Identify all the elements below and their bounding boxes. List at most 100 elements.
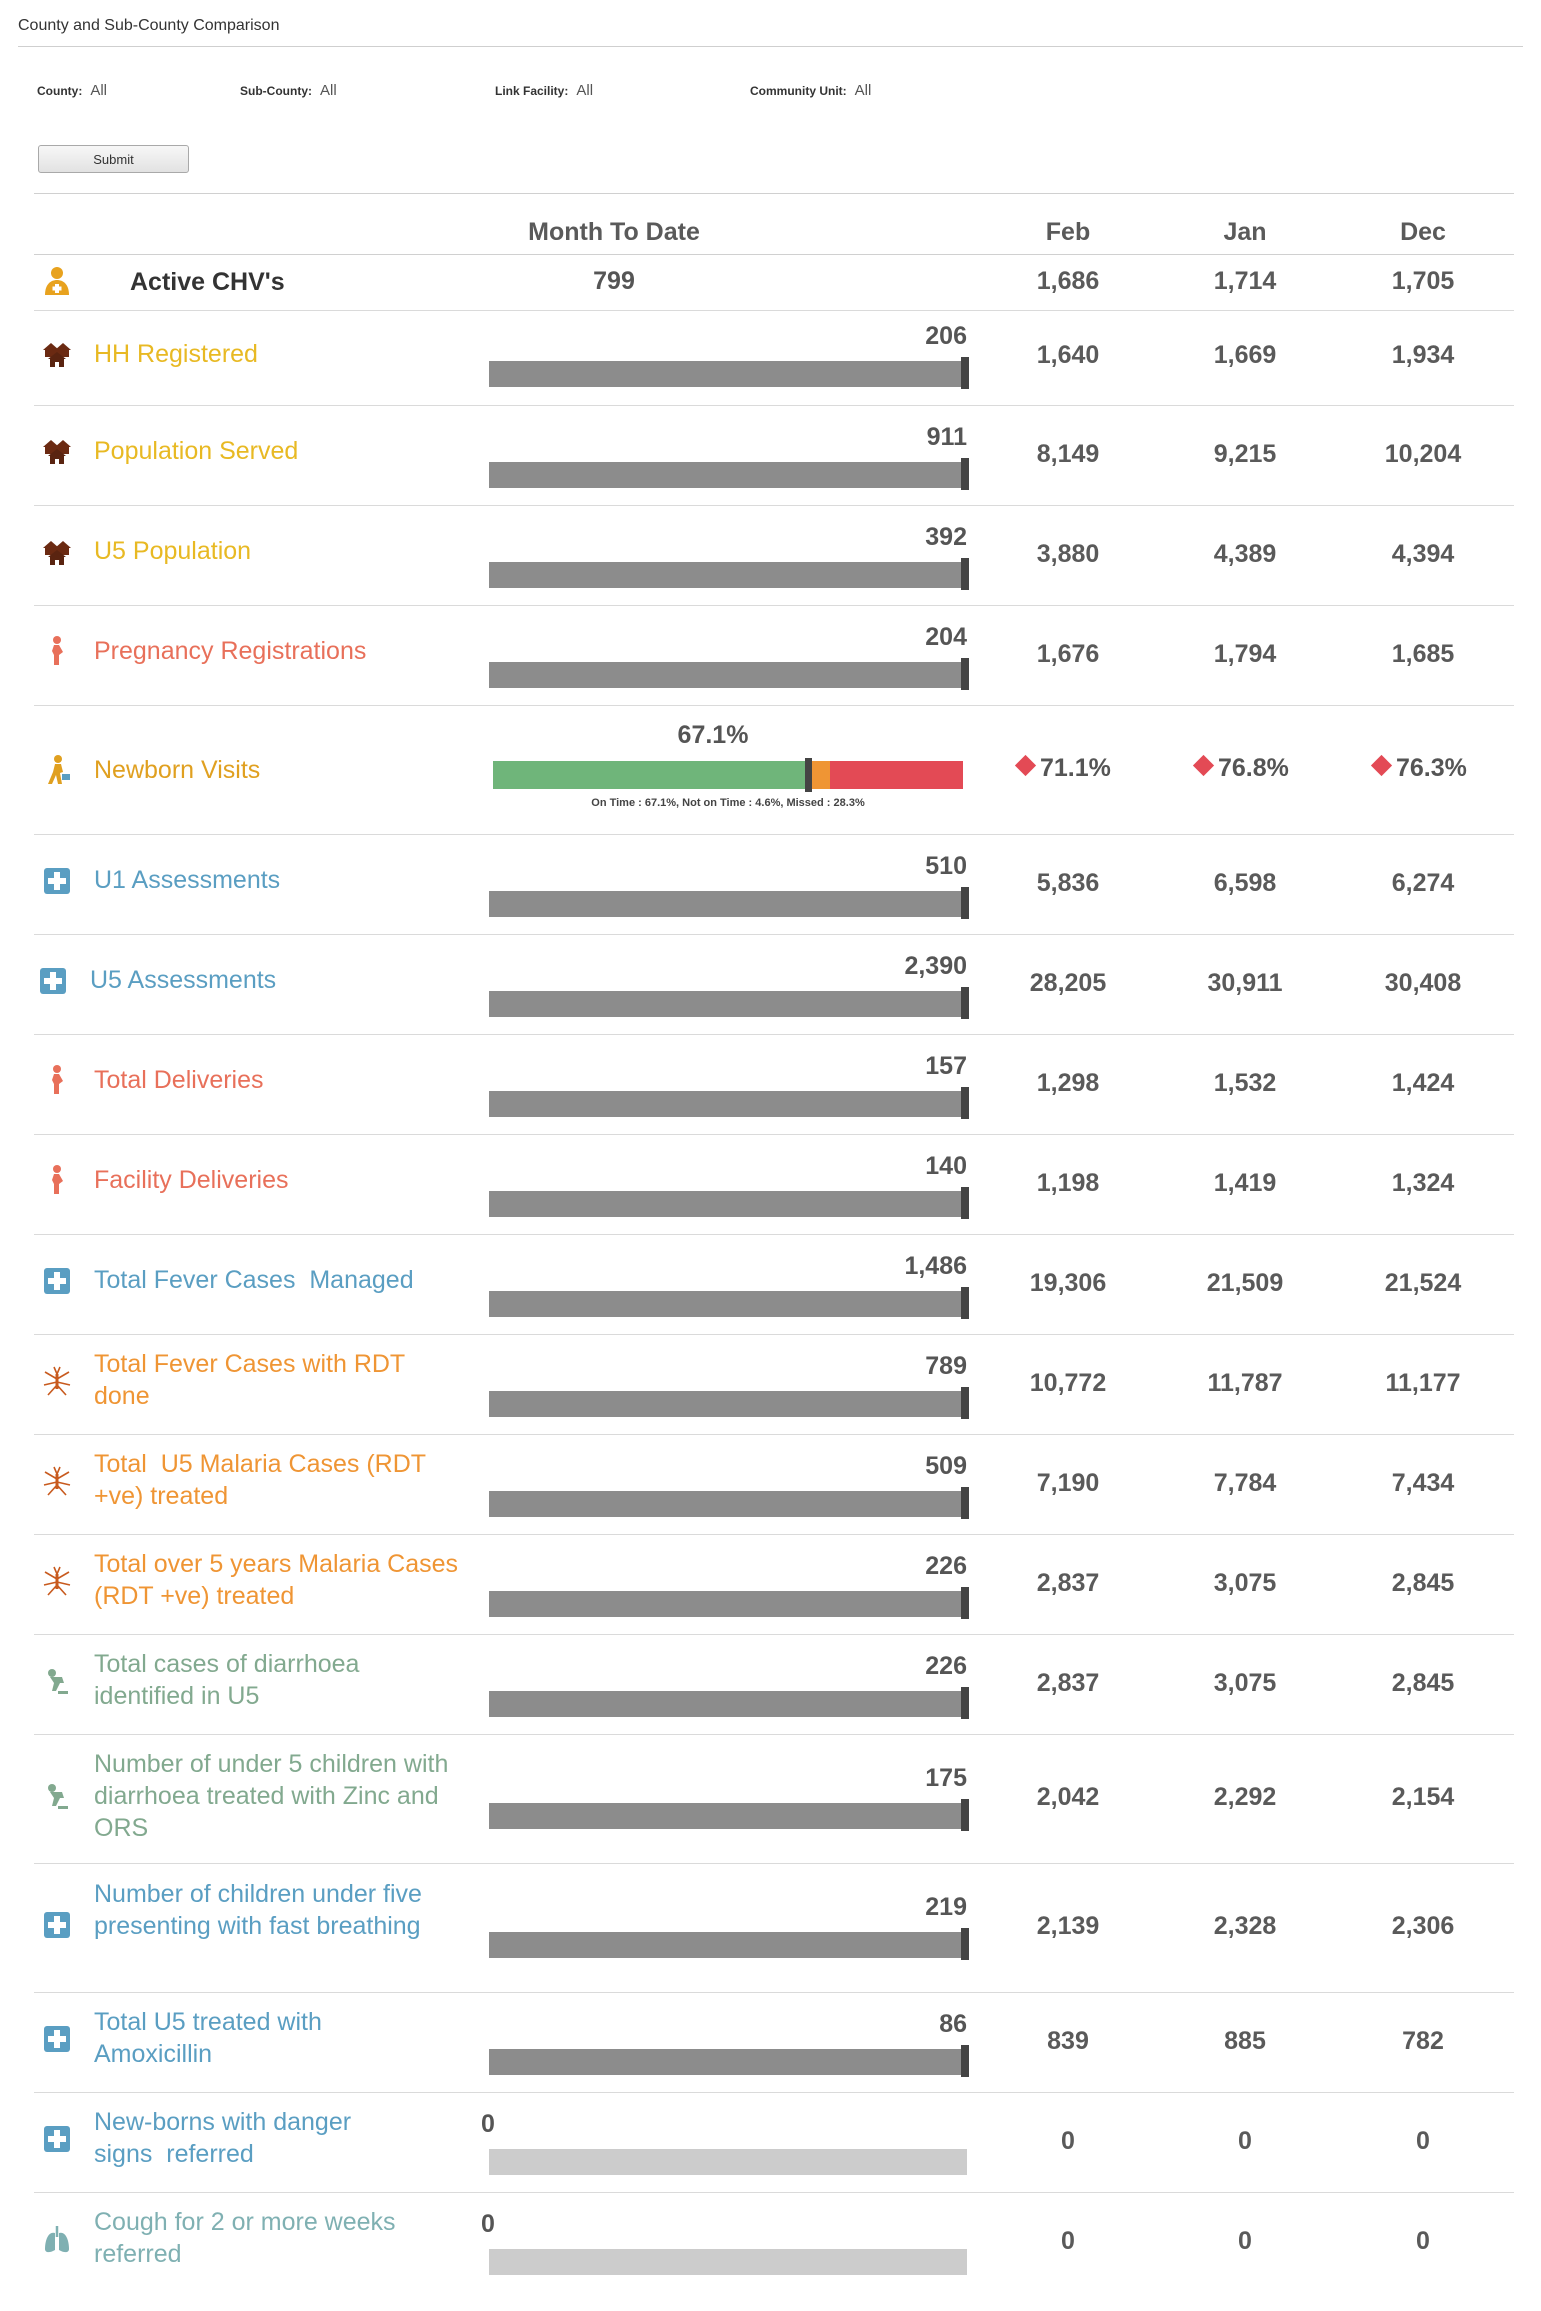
diarrhoea-icon [42,1780,72,1812]
jan-value: 9,215 [1213,440,1277,468]
bar-target-marker [961,2045,969,2077]
jan-value: 76.8% [1192,754,1336,783]
bar-fill [489,991,967,1017]
jan-value: 2,292 [1213,1783,1277,1811]
dec-value: 11,177 [1385,1369,1461,1397]
pregnant-woman-icon [42,635,72,667]
dec-value: 4,394 [1391,540,1455,568]
bar-track [489,2249,967,2275]
mtd-bullet-bar: 510 [489,843,969,923]
bar-track [489,1087,969,1119]
feb-value: 2,042 [1036,1783,1100,1811]
table-row-amoxicillin: Total U5 treated with Amoxicillin 86 839… [34,1993,1514,2093]
medical-cross-icon [42,865,72,897]
filter-community-unit[interactable]: Community Unit: All [750,82,871,99]
row-label: U5 Assessments [90,966,277,994]
row-label: U1 Assessments [94,866,281,894]
bar-target-marker [961,1687,969,1719]
filter-sub-county-value[interactable]: All [319,82,337,99]
filter-community-unit-value[interactable]: All [854,82,872,99]
bar-fill [489,2049,967,2075]
jan-value: 30,911 [1207,969,1283,997]
bar-fill [489,1191,967,1217]
jan-value: 3,075 [1213,1669,1277,1697]
bar-fill [489,1591,967,1617]
filter-community-unit-label: Community Unit: [750,84,847,98]
feb-value: 1,676 [1036,640,1100,668]
bar-target-marker [961,887,969,919]
mosquito-icon [42,1565,72,1597]
feb-value: 1,640 [1036,341,1100,369]
filter-county-label: County: [37,84,83,98]
mtd-value: 140 [925,1152,967,1180]
bar-track [489,1287,969,1319]
table-top-divider [34,193,1514,194]
medical-cross-icon [42,2123,72,2155]
mtd-value: 799 [593,267,635,295]
jan-value: 11,787 [1207,1369,1283,1397]
table-row-u5-malaria-treated: Total U5 Malaria Cases (RDT +ve) treated… [34,1435,1514,1535]
row-label: HH Registered [94,340,258,368]
jan-value: 1,794 [1213,640,1277,668]
mtd-value: 67.1% [677,721,749,749]
segment-not-on-time [808,761,830,789]
filter-sub-county[interactable]: Sub-County: All [240,82,337,99]
bar-track [489,458,969,490]
bar-target-marker [961,1387,969,1419]
dec-value: 21,524 [1384,1269,1462,1297]
bar-track [489,1928,969,1960]
row-label: U5 Population [94,537,252,565]
row-label: Total U5 treated with Amoxicillin [94,2008,322,2068]
mtd-value: 219 [925,1893,967,1921]
feb-value: 10,772 [1029,1369,1107,1397]
jan-value: 1,714 [1213,267,1277,295]
table-row-facility-deliveries: Facility Deliveries 140 1,198 1,419 1,32… [34,1135,1514,1235]
bar-track [489,1387,969,1419]
lungs-icon [42,2223,72,2255]
mtd-bullet-bar: 509 [489,1443,969,1523]
mtd-value: 0 [481,2210,495,2238]
feb-value: 19,306 [1029,1269,1107,1297]
dec-value: 0 [1416,2127,1430,2155]
dec-value: 7,434 [1391,1469,1455,1497]
jan-value: 885 [1224,2027,1266,2055]
feb-value: 0 [1061,2227,1075,2255]
table-row-total-deliveries: Total Deliveries 157 1,298 1,532 1,424 [34,1035,1514,1135]
filter-county-value[interactable]: All [90,82,107,99]
row-label: Total Fever Cases with RDT done [94,1350,405,1410]
jan-value: 0 [1238,2127,1252,2155]
bar-target-marker [961,558,969,590]
mtd-bullet-bar: 226 [489,1643,969,1723]
bar-fill [489,1932,967,1958]
jan-value: 1,532 [1213,1069,1277,1097]
mtd-value: 0 [481,2110,495,2138]
dec-value: 2,306 [1391,1912,1455,1940]
bar-track [489,987,969,1019]
alert-diamond-icon [1370,754,1393,777]
mtd-value: 206 [925,322,967,350]
bar-track [489,2045,969,2077]
bar-track [489,1587,969,1619]
feb-value: 1,686 [1036,267,1100,295]
row-label: New-borns with danger signs referred [94,2108,359,2168]
jan-value: 0 [1238,2227,1252,2255]
stacked-bar-legend: On Time : 67.1%, Not on Time : 4.6%, Mis… [591,797,865,809]
table-row-u1-assessments: U1 Assessments 510 5,836 6,598 6,274 [34,835,1514,935]
feb-value: 28,205 [1029,969,1107,997]
submit-button[interactable]: Submit [38,145,189,173]
filter-county[interactable]: County: All [37,82,107,99]
jan-value: 21,509 [1206,1269,1284,1297]
filter-link-facility[interactable]: Link Facility: All [495,82,593,99]
feb-value: 7,190 [1036,1469,1100,1497]
household-icon [42,337,72,369]
table-row-cough-referred: Cough for 2 or more weeks referred 0 0 0… [34,2193,1514,2292]
filter-link-facility-value[interactable]: All [576,82,594,99]
title-divider [18,46,1523,47]
bar-target-marker [961,1799,969,1831]
mtd-value: 226 [925,1552,967,1580]
row-label: Cough for 2 or more weeks referred [94,2208,396,2268]
column-header-mtd: Month To Date [528,218,700,246]
alert-diamond-icon [1192,754,1215,777]
row-label: Total over 5 years Malaria Cases (RDT +v… [94,1550,459,1610]
bar-track [489,1187,969,1219]
